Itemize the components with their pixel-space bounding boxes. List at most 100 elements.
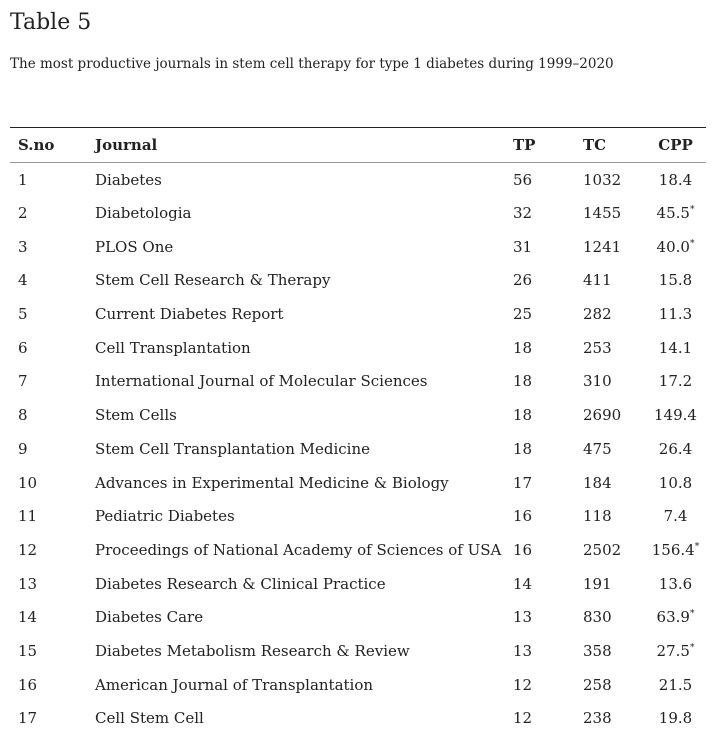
table-cell: 1032 (575, 163, 645, 197)
cell-text: Diabetologia (95, 204, 192, 223)
cell-text: 17 (513, 473, 533, 492)
table-cell: Cell Stem Cell (87, 702, 505, 736)
table-cell: 8 (10, 398, 87, 432)
table-cell: 11 (10, 499, 87, 533)
table-cell: Stem Cell Research & Therapy (87, 264, 505, 298)
table-cell: 310 (575, 365, 645, 399)
cell-text: 3 (18, 237, 28, 256)
table-cell: 17 (10, 702, 87, 736)
table-cell: PLOS One (87, 230, 505, 264)
cell-text: 9 (18, 439, 28, 458)
cell-text: 16 (18, 675, 38, 694)
table-cell: International Journal of Molecular Scien… (87, 365, 505, 399)
cell-text: Diabetes Research & Clinical Practice (95, 574, 386, 593)
column-header: Journal (95, 136, 158, 154)
table-cell: Cell Transplantation (87, 331, 505, 365)
table-head: S.no Journal TP TC CPP (10, 127, 706, 163)
table-cell: 32 (505, 196, 575, 230)
cell-text: 13 (513, 641, 533, 660)
table-cell: 18.4 (645, 163, 706, 197)
cell-text: 12 (513, 675, 533, 694)
cell-text: 7 (18, 372, 28, 391)
table-cell: 56 (505, 163, 575, 197)
cell-text: 4 (18, 271, 28, 290)
table-row: 7 International Journal of Molecular Scie… (10, 365, 706, 399)
cell-text: Proceedings of National Academy of Scien… (95, 540, 502, 559)
cell-text: 253 (583, 338, 612, 357)
cell-text: 18 (513, 406, 533, 425)
cell-text: 11.3 (658, 305, 693, 324)
table-cell: 11.3 (645, 297, 706, 331)
table: S.no Journal TP TC CPP 1 Diabetes 56 1032 18.4 2 D… (10, 127, 706, 735)
table-cell: 15 (10, 634, 87, 668)
cell-text: 14.1 (658, 338, 693, 357)
cell-text: 45.5 (656, 204, 690, 223)
cell-text: 238 (583, 709, 612, 728)
cell-text: 15 (18, 641, 38, 660)
cell-text: Current Diabetes Report (95, 305, 284, 324)
table-cell: 5 (10, 297, 87, 331)
table-cell: 258 (575, 668, 645, 702)
table-cell: Diabetes Care (87, 600, 505, 634)
cell-text: 1241 (583, 237, 622, 256)
table-row: 12 Proceedings of National Academy of Sci… (10, 533, 706, 567)
table-cell: 4 (10, 264, 87, 298)
table-cell: 2502 (575, 533, 645, 567)
table-cell: 1455 (575, 196, 645, 230)
table-cell: 21.5 (645, 668, 706, 702)
cell-text: Diabetes Metabolism Research & Review (95, 641, 410, 660)
table-cell: 1 (10, 163, 87, 197)
table-cell: 17.2 (645, 365, 706, 399)
cell-text: 26 (513, 271, 533, 290)
table-cell: 26.4 (645, 432, 706, 466)
table-row: 2 Diabetologia 32 1455 45.5* (10, 196, 706, 230)
cell-text: 258 (583, 675, 612, 694)
table-cell: Advances in Experimental Medicine & Biol… (87, 466, 505, 500)
table-row: 6 Cell Transplantation 18 253 14.1 (10, 331, 706, 365)
footnote-mark: * (689, 238, 695, 249)
table-cell: 13 (505, 634, 575, 668)
table-cell: 10 (10, 466, 87, 500)
table-row: 11 Pediatric Diabetes 16 118 7.4 (10, 499, 706, 533)
cell-text: 56 (513, 170, 533, 189)
cell-text: 2502 (583, 540, 622, 559)
cell-text: 26.4 (658, 439, 693, 458)
cell-text: 310 (583, 372, 612, 391)
cell-text: Stem Cell Transplantation Medicine (95, 439, 370, 458)
table-cell: 118 (575, 499, 645, 533)
cell-text: 7.4 (663, 507, 688, 526)
table-cell: Pediatric Diabetes (87, 499, 505, 533)
cell-text: 12 (513, 709, 533, 728)
table-row: 16 American Journal of Transplantation 12 2… (10, 668, 706, 702)
cell-text: 16 (513, 540, 533, 559)
table-cell: 16 (10, 668, 87, 702)
table-cell: 830 (575, 600, 645, 634)
table-cell: Stem Cell Transplantation Medicine (87, 432, 505, 466)
table-cell: Diabetes Metabolism Research & Review (87, 634, 505, 668)
cell-text: 10 (18, 473, 38, 492)
table-cell: 282 (575, 297, 645, 331)
table-row: 13 Diabetes Research & Clinical Practice 1… (10, 567, 706, 601)
table-cell: 14 (10, 600, 87, 634)
table-body: 1 Diabetes 56 1032 18.4 2 Diabetologia 32 1455 45… (10, 163, 706, 736)
table-row: 3 PLOS One 31 1241 40.0* (10, 230, 706, 264)
column-header: TP (513, 136, 536, 154)
cell-text: 14 (513, 574, 533, 593)
table-cell: 15.8 (645, 264, 706, 298)
cell-text: International Journal of Molecular Scien… (95, 372, 428, 391)
table-cell: 238 (575, 702, 645, 736)
table-cell: 14 (505, 567, 575, 601)
cell-text: 17.2 (658, 372, 693, 391)
cell-text: 17 (18, 709, 38, 728)
table-cell: American Journal of Transplantation (87, 668, 505, 702)
table-cell: 63.9* (645, 600, 706, 634)
table-cell: 13.6 (645, 567, 706, 601)
cell-text: 18 (513, 439, 533, 458)
cell-text: 11 (18, 507, 38, 526)
table-caption: The most productive journals in stem cel… (10, 56, 614, 72)
cell-text: 118 (583, 507, 612, 526)
cell-text: 2690 (583, 406, 622, 425)
table-cell: Proceedings of National Academy of Scien… (87, 533, 505, 567)
cell-text: 25 (513, 305, 533, 324)
